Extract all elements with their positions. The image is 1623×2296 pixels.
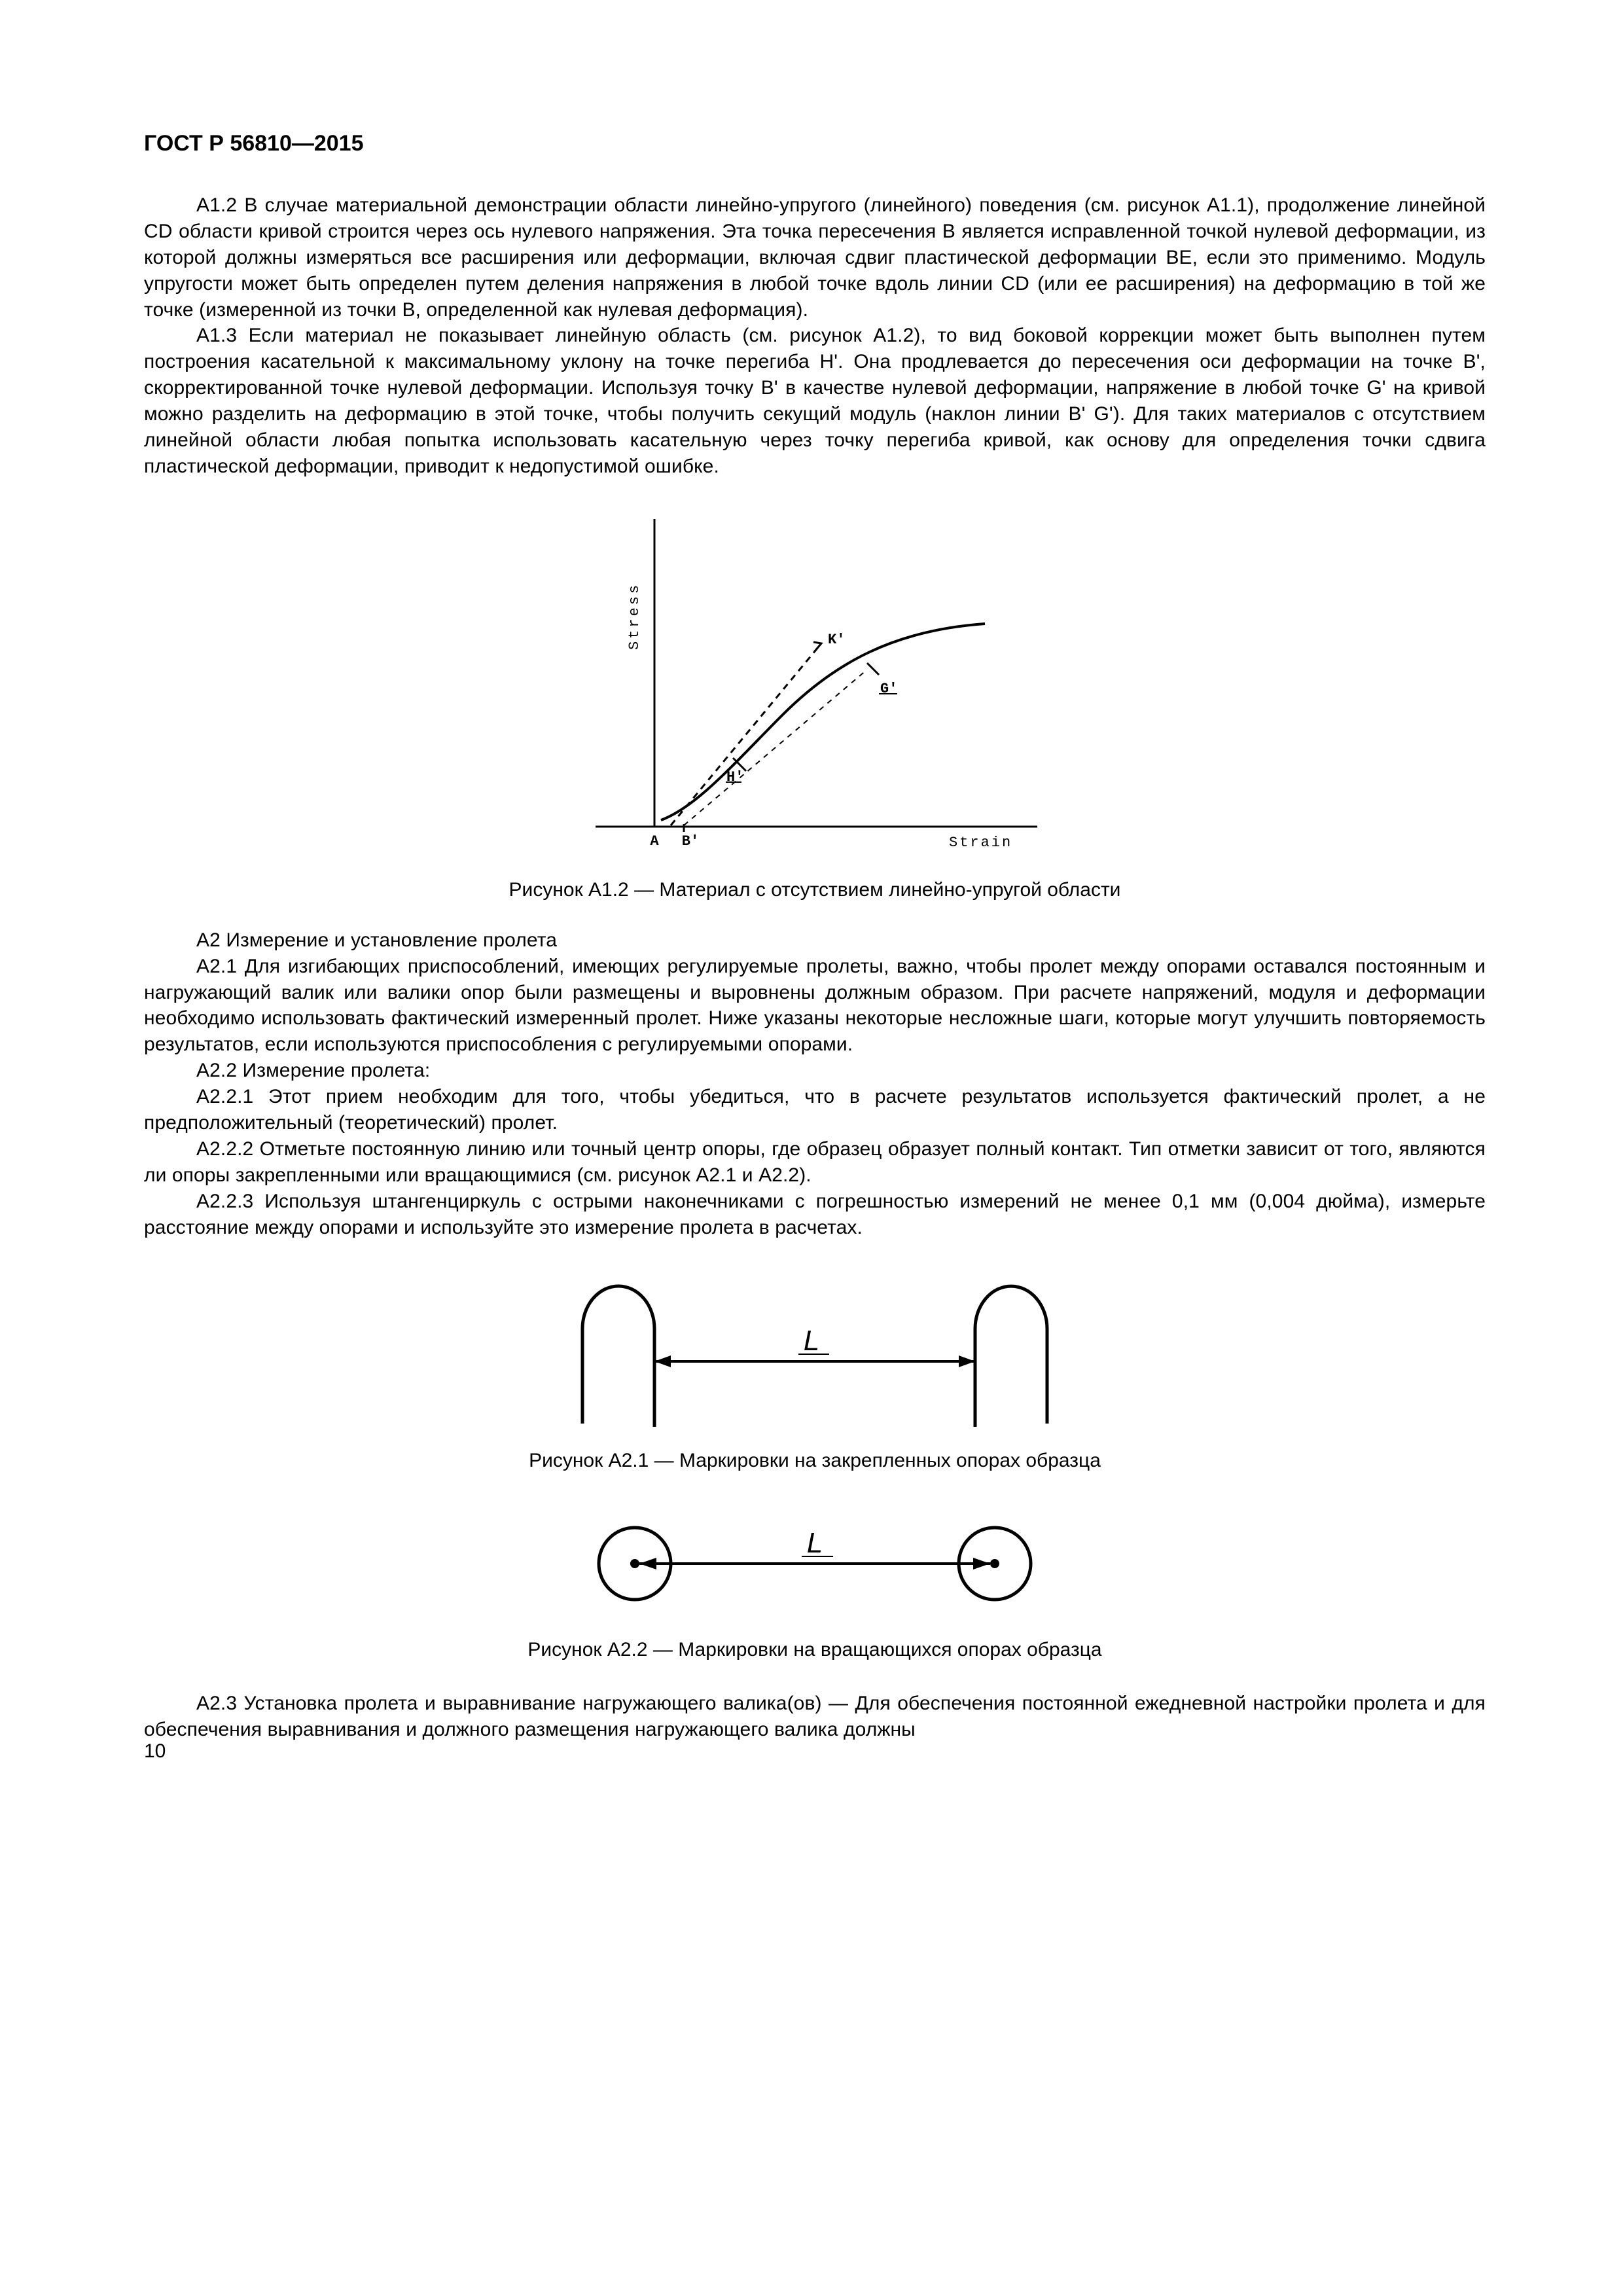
body-block-2: А2 Измерение и установление пролета А2.1…: [144, 927, 1486, 1241]
label-L: L: [804, 1325, 819, 1357]
x-axis-label: Strain: [949, 834, 1012, 851]
pt-h: H': [726, 769, 743, 785]
pt-k: K': [828, 632, 845, 648]
figure-a2-2: L Рисунок А2.2 — Маркировки на вращающих…: [144, 1508, 1486, 1661]
arrow-right-2: [973, 1558, 990, 1570]
para-a2-2-1: А2.2.1 Этот прием необходим для того, чт…: [144, 1084, 1486, 1136]
secant-line: [684, 670, 867, 825]
para-a1-3: А1.3 Если материал не показывает линейну…: [144, 323, 1486, 479]
left-support: [582, 1286, 654, 1424]
para-a2-2-2: А2.2.2 Отметьте постоянную линию или точ…: [144, 1136, 1486, 1189]
para-a2-2-heading: А2.2 Измерение пролета:: [144, 1058, 1486, 1084]
pt-g: G': [880, 681, 897, 697]
figure-a1-2-svg: Stress Strain A B' H' K' G': [586, 499, 1044, 866]
arrow-left: [654, 1355, 671, 1367]
curve: [661, 624, 985, 820]
para-a2-heading: А2 Измерение и установление пролета: [144, 927, 1486, 954]
tangent-arrow: [813, 642, 821, 651]
label-L-2: L: [807, 1527, 823, 1559]
body-block-1: А1.2 В случае материальной демонстрации …: [144, 192, 1486, 480]
pt-a: A: [650, 833, 659, 850]
document-code: ГОСТ Р 56810—2015: [144, 131, 1486, 156]
figure-a1-2-caption: Рисунок А1.2 — Материал с отсутствием ли…: [144, 879, 1486, 901]
page-container: ГОСТ Р 56810—2015 А1.2 В случае материал…: [0, 0, 1623, 1848]
para-a1-2: А1.2 В случае материальной демонстрации …: [144, 192, 1486, 323]
figure-a1-2: Stress Strain A B' H' K' G': [144, 499, 1486, 901]
para-a2-3: А2.3 Установка пролета и выравнивание на…: [144, 1691, 1486, 1743]
arrow-right: [959, 1355, 975, 1367]
figure-a2-1-caption: Рисунок А2.1 — Маркировки на закрепленны…: [144, 1450, 1486, 1472]
pt-b: B': [682, 833, 699, 850]
figure-a2-2-svg: L: [546, 1508, 1083, 1626]
figure-a2-1: L Рисунок А2.1 — Маркировки на закреплен…: [144, 1273, 1486, 1472]
y-axis-label: Stress: [626, 583, 643, 650]
body-block-3: А2.3 Установка пролета и выравнивание на…: [144, 1691, 1486, 1743]
page-number: 10: [144, 1740, 166, 1763]
left-center-dot: [630, 1559, 639, 1568]
arrow-left-2: [639, 1558, 656, 1570]
figure-a2-2-caption: Рисунок А2.2 — Маркировки на вращающихся…: [144, 1639, 1486, 1661]
figure-a2-1-svg: L: [546, 1273, 1083, 1437]
para-a2-2-3: А2.2.3 Используя штангенциркуль с острым…: [144, 1189, 1486, 1241]
right-support: [975, 1287, 1047, 1424]
para-a2-1: А2.1 Для изгибающих приспособлений, имею…: [144, 954, 1486, 1058]
right-center-dot: [990, 1559, 999, 1568]
tangent-line: [671, 643, 821, 825]
